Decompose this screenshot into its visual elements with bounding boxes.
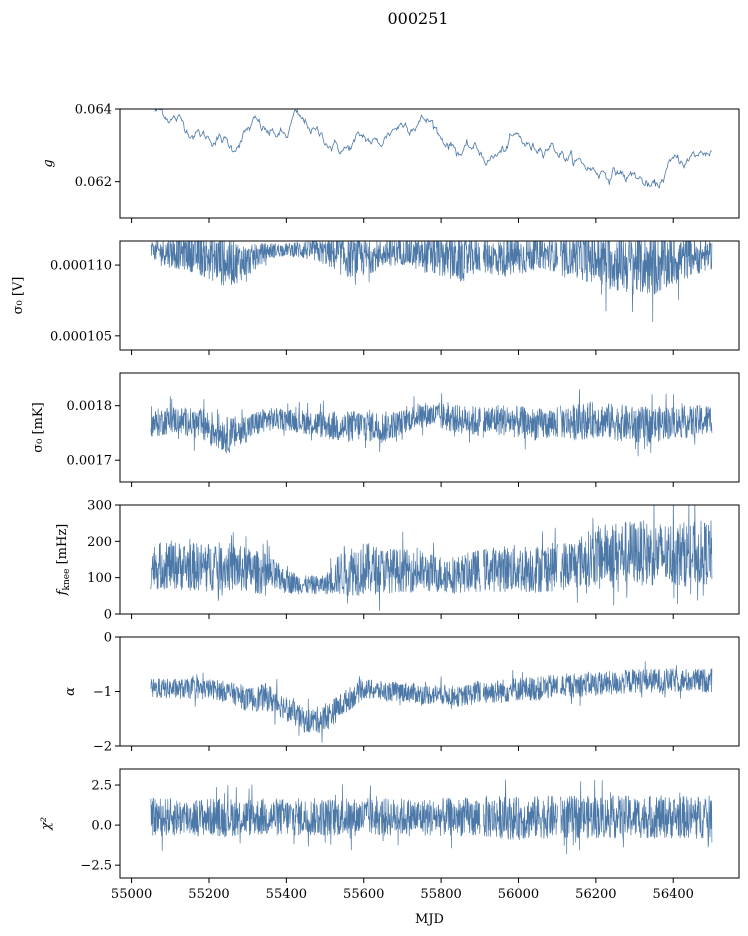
ytick-label-chi2: −2.5 bbox=[80, 859, 112, 874]
figure-suptitle: 000251 bbox=[387, 9, 448, 28]
panel-g: 0.062 0.064 g bbox=[41, 103, 740, 223]
xtick-label: 55600 bbox=[343, 887, 384, 902]
series-line-chi2-segment-1 bbox=[482, 779, 559, 841]
plot-area-sigma0_V bbox=[150, 241, 713, 323]
series-line-alpha-segment-1 bbox=[482, 669, 559, 704]
series-line-sigma0_mK-segment-2 bbox=[560, 389, 713, 457]
series-line-sigma0_mK-segment-1 bbox=[482, 404, 559, 450]
plot-area-fknee bbox=[150, 505, 713, 611]
ytick-label-sigma0_mK: 0.0017 bbox=[67, 454, 113, 469]
series-line-chi2-segment-2 bbox=[560, 779, 713, 855]
xtick-label: 56200 bbox=[575, 887, 616, 902]
ytick-label-alpha: −2 bbox=[93, 740, 112, 755]
ytick-label-chi2: 0.0 bbox=[91, 819, 112, 834]
axes-frame-g bbox=[119, 108, 740, 219]
axes-frame-sigma0_mK bbox=[119, 372, 740, 483]
ytick-label-fknee: 200 bbox=[87, 535, 112, 550]
xtick-label: 55400 bbox=[266, 887, 307, 902]
ytick-label-sigma0_V: 0.000110 bbox=[50, 259, 112, 274]
panel-alpha: −2 −1 0 α bbox=[63, 631, 740, 755]
series-line-sigma0_V-segment-2 bbox=[560, 241, 713, 323]
xtick-label: 55000 bbox=[111, 887, 152, 902]
xlabel: MJD bbox=[415, 912, 444, 927]
ylabel-g: g bbox=[41, 159, 56, 167]
axes-frame-sigma0_V bbox=[119, 240, 740, 351]
panel-sigma0_mK: 0.0017 0.0018 σ₀ [mK] bbox=[31, 372, 740, 487]
ylabel-sigma0_V: σ₀ [V] bbox=[11, 277, 26, 315]
ytick-label-sigma0_V: 0.000105 bbox=[50, 329, 112, 344]
series-line-sigma0_V-segment-0 bbox=[150, 241, 481, 286]
ylabel-fknee: fknee [mHz] bbox=[55, 524, 72, 597]
xtick-label: 55200 bbox=[188, 887, 229, 902]
series-line-fknee-segment-0 bbox=[150, 531, 481, 611]
ytick-label-alpha: −1 bbox=[93, 685, 112, 700]
ytick-label-chi2: 2.5 bbox=[91, 779, 112, 794]
plot-area-alpha bbox=[150, 661, 713, 743]
plot-area-sigma0_mK bbox=[150, 389, 713, 457]
series-line-chi2-segment-0 bbox=[150, 784, 481, 851]
ylabel-chi2: χ² bbox=[39, 817, 54, 831]
ytick-label-fknee: 300 bbox=[87, 499, 112, 514]
series-line-fknee-segment-1 bbox=[483, 527, 559, 593]
xtick-label: 56400 bbox=[653, 887, 694, 902]
series-line-alpha-segment-2 bbox=[560, 661, 713, 706]
ylabel-alpha: α bbox=[63, 687, 78, 696]
ytick-label-g: 0.064 bbox=[75, 103, 112, 118]
series-line-sigma0_V-segment-1 bbox=[482, 241, 559, 277]
plot-area-g bbox=[154, 109, 712, 189]
series-line-g bbox=[154, 109, 712, 189]
xtick-label: 55800 bbox=[420, 887, 461, 902]
panel-sigma0_V: 0.000105 0.000110 σ₀ [V] bbox=[11, 240, 740, 355]
ytick-label-g: 0.062 bbox=[75, 175, 112, 190]
series-line-fknee-segment-2 bbox=[560, 505, 713, 606]
panel-chi2: −2.5 0.0 2.5 55000 55200 55400 55600 55800 56000… bbox=[39, 768, 740, 927]
axes-frame-chi2 bbox=[119, 768, 740, 879]
xtick-label: 56000 bbox=[498, 887, 539, 902]
ylabel-sigma0_mK: σ₀ [mK] bbox=[31, 402, 46, 452]
ytick-label-fknee: 0 bbox=[104, 608, 112, 623]
series-line-sigma0_mK-segment-0 bbox=[150, 393, 481, 454]
ytick-label-sigma0_mK: 0.0018 bbox=[67, 399, 113, 414]
panel-fknee: 0 100 200 300 fknee [mHz] bbox=[55, 499, 740, 623]
ytick-label-fknee: 100 bbox=[87, 571, 112, 586]
axes-frame-fknee bbox=[119, 504, 740, 615]
series-line-alpha-segment-0 bbox=[150, 672, 481, 743]
ytick-label-alpha: 0 bbox=[104, 631, 112, 646]
plot-area-chi2 bbox=[150, 779, 713, 855]
